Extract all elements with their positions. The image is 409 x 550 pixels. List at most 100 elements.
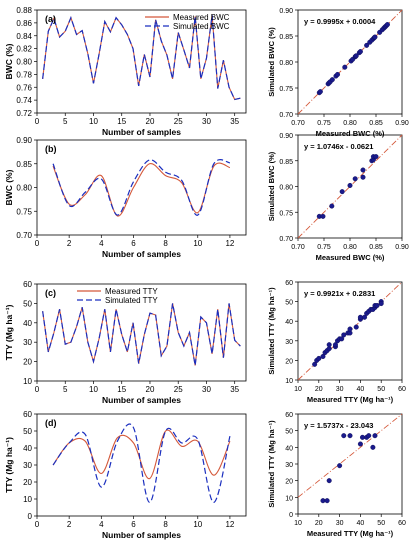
- x-tick-label: 0.85: [369, 120, 383, 127]
- x-tick-label: 25: [174, 117, 183, 126]
- scatter-point: [378, 301, 384, 307]
- x-tick-label: 40: [357, 520, 365, 527]
- y-tick-label: 60: [285, 412, 293, 419]
- y-tick-label: 50: [285, 300, 293, 307]
- y-tick-label: 60: [285, 280, 293, 287]
- x-tick-label: 2: [67, 239, 72, 248]
- y-tick-label: 0.82: [16, 45, 32, 54]
- x-tick-label: 10: [294, 520, 302, 527]
- series-line-1: [42, 15, 241, 101]
- x-tick-label: 15: [117, 117, 126, 126]
- y-tick-label: 0.90: [279, 8, 293, 15]
- y-axis-label: Simulated TTY (Mg ha⁻¹): [267, 287, 276, 375]
- x-tick-label: 25: [174, 385, 183, 394]
- y-tick-label: 0.70: [279, 112, 293, 119]
- x-axis-label: Measured BWC (%): [316, 253, 385, 262]
- series-line-1: [42, 303, 241, 366]
- panel-label: (c): [45, 288, 56, 298]
- scatter-point: [326, 478, 332, 484]
- y-tick-label: 30: [285, 462, 293, 469]
- x-tick-label: 40: [357, 386, 365, 393]
- x-axis-label: Number of samples: [102, 127, 181, 137]
- y-tick-label: 10: [23, 377, 32, 386]
- x-tick-label: 35: [230, 117, 239, 126]
- y-axis-label: BWC (%): [4, 169, 14, 205]
- x-tick-label: 4: [99, 239, 104, 248]
- series-line-0: [42, 303, 241, 366]
- line-panel-6: 0 10 20 30 40 50 60 0 2 4 6 8 10 12 Number of samples T…: [4, 410, 247, 540]
- scatter-point: [320, 353, 326, 359]
- y-tick-label: 0.70: [279, 236, 293, 243]
- y-axis-label: TTY (Mg ha⁻¹): [4, 304, 14, 360]
- x-tick-label: 5: [63, 117, 68, 126]
- scatter-point: [372, 433, 378, 439]
- y-tick-label: 0.70: [16, 231, 32, 240]
- x-tick-label: 0.70: [291, 244, 305, 251]
- x-tick-label: 5: [63, 385, 68, 394]
- scatter-point: [339, 336, 345, 342]
- x-tick-label: 20: [315, 386, 323, 393]
- y-tick-label: 0.80: [16, 58, 32, 67]
- y-tick-label: 20: [23, 358, 32, 367]
- scatter-point: [324, 498, 330, 504]
- scatter-point: [372, 34, 378, 40]
- scatter-point: [329, 203, 335, 209]
- y-axis-label: TTY (Mg ha⁻¹): [4, 437, 14, 493]
- regression-equation: y = 0.9995x + 0.0004: [304, 17, 376, 26]
- y-tick-label: 40: [23, 444, 32, 453]
- y-tick-label: 0.88: [16, 6, 32, 15]
- x-tick-label: 0.75: [317, 120, 331, 127]
- x-tick-label: 15: [117, 385, 126, 394]
- y-tick-label: 0.78: [16, 70, 32, 79]
- legend-label: Simulated BWC: [173, 22, 230, 31]
- x-tick-label: 10: [193, 239, 202, 248]
- y-tick-label: 30: [23, 461, 32, 470]
- y-tick-label: 40: [285, 445, 293, 452]
- y-tick-label: 20: [23, 478, 32, 487]
- y-tick-label: 10: [23, 495, 32, 504]
- y-tick-label: 0.85: [16, 160, 32, 169]
- y-tick-label: 40: [285, 319, 293, 326]
- scatter-point: [329, 77, 335, 83]
- scatter-point: [374, 303, 380, 309]
- plot-frame: [297, 281, 403, 381]
- y-tick-label: 40: [23, 319, 32, 328]
- scatter-point: [357, 49, 363, 55]
- scatter-point: [312, 361, 318, 367]
- y-tick-label: 0.80: [279, 185, 293, 192]
- scatter-point: [347, 433, 353, 439]
- regression-equation: y = 1.0746x - 0.0621: [304, 142, 373, 151]
- scatter-point: [357, 441, 363, 447]
- x-tick-label: 6: [131, 239, 136, 248]
- scatter-point: [347, 326, 353, 332]
- scatter-point: [353, 53, 359, 59]
- x-tick-label: 0.90: [395, 244, 409, 251]
- scatter-point: [342, 64, 348, 70]
- x-tick-label: 20: [146, 385, 155, 394]
- y-tick-label: 0.72: [16, 109, 32, 118]
- x-tick-label: 0.80: [343, 244, 357, 251]
- legend-label: Measured BWC: [173, 13, 230, 22]
- y-axis-label: BWC (%): [4, 43, 14, 79]
- scatter-point: [335, 71, 341, 77]
- scatter-point: [366, 433, 372, 439]
- x-tick-label: 12: [225, 239, 234, 248]
- panel-label: (b): [45, 144, 57, 154]
- x-tick-label: 0.90: [395, 120, 409, 127]
- x-tick-label: 0: [35, 117, 40, 126]
- scatter-point: [364, 42, 370, 48]
- y-tick-label: 0.76: [16, 83, 32, 92]
- panel-label: (a): [45, 14, 56, 24]
- scatter-point: [360, 174, 366, 180]
- legend-label: Measured TTY: [105, 287, 158, 296]
- x-tick-label: 0: [35, 385, 40, 394]
- y-tick-label: 10: [285, 378, 293, 385]
- x-tick-label: 20: [146, 117, 155, 126]
- y-tick-label: 0.80: [16, 184, 32, 193]
- regression-equation: y = 0.9921x + 0.2831: [304, 289, 375, 298]
- x-tick-label: 60: [398, 520, 406, 527]
- scatter-panel-5: 10 20 30 40 50 60 10 20 30 40 50 60 Measured TTY (Mg…: [267, 280, 406, 404]
- scatter-point: [320, 498, 326, 504]
- x-axis-label: Number of samples: [102, 395, 181, 405]
